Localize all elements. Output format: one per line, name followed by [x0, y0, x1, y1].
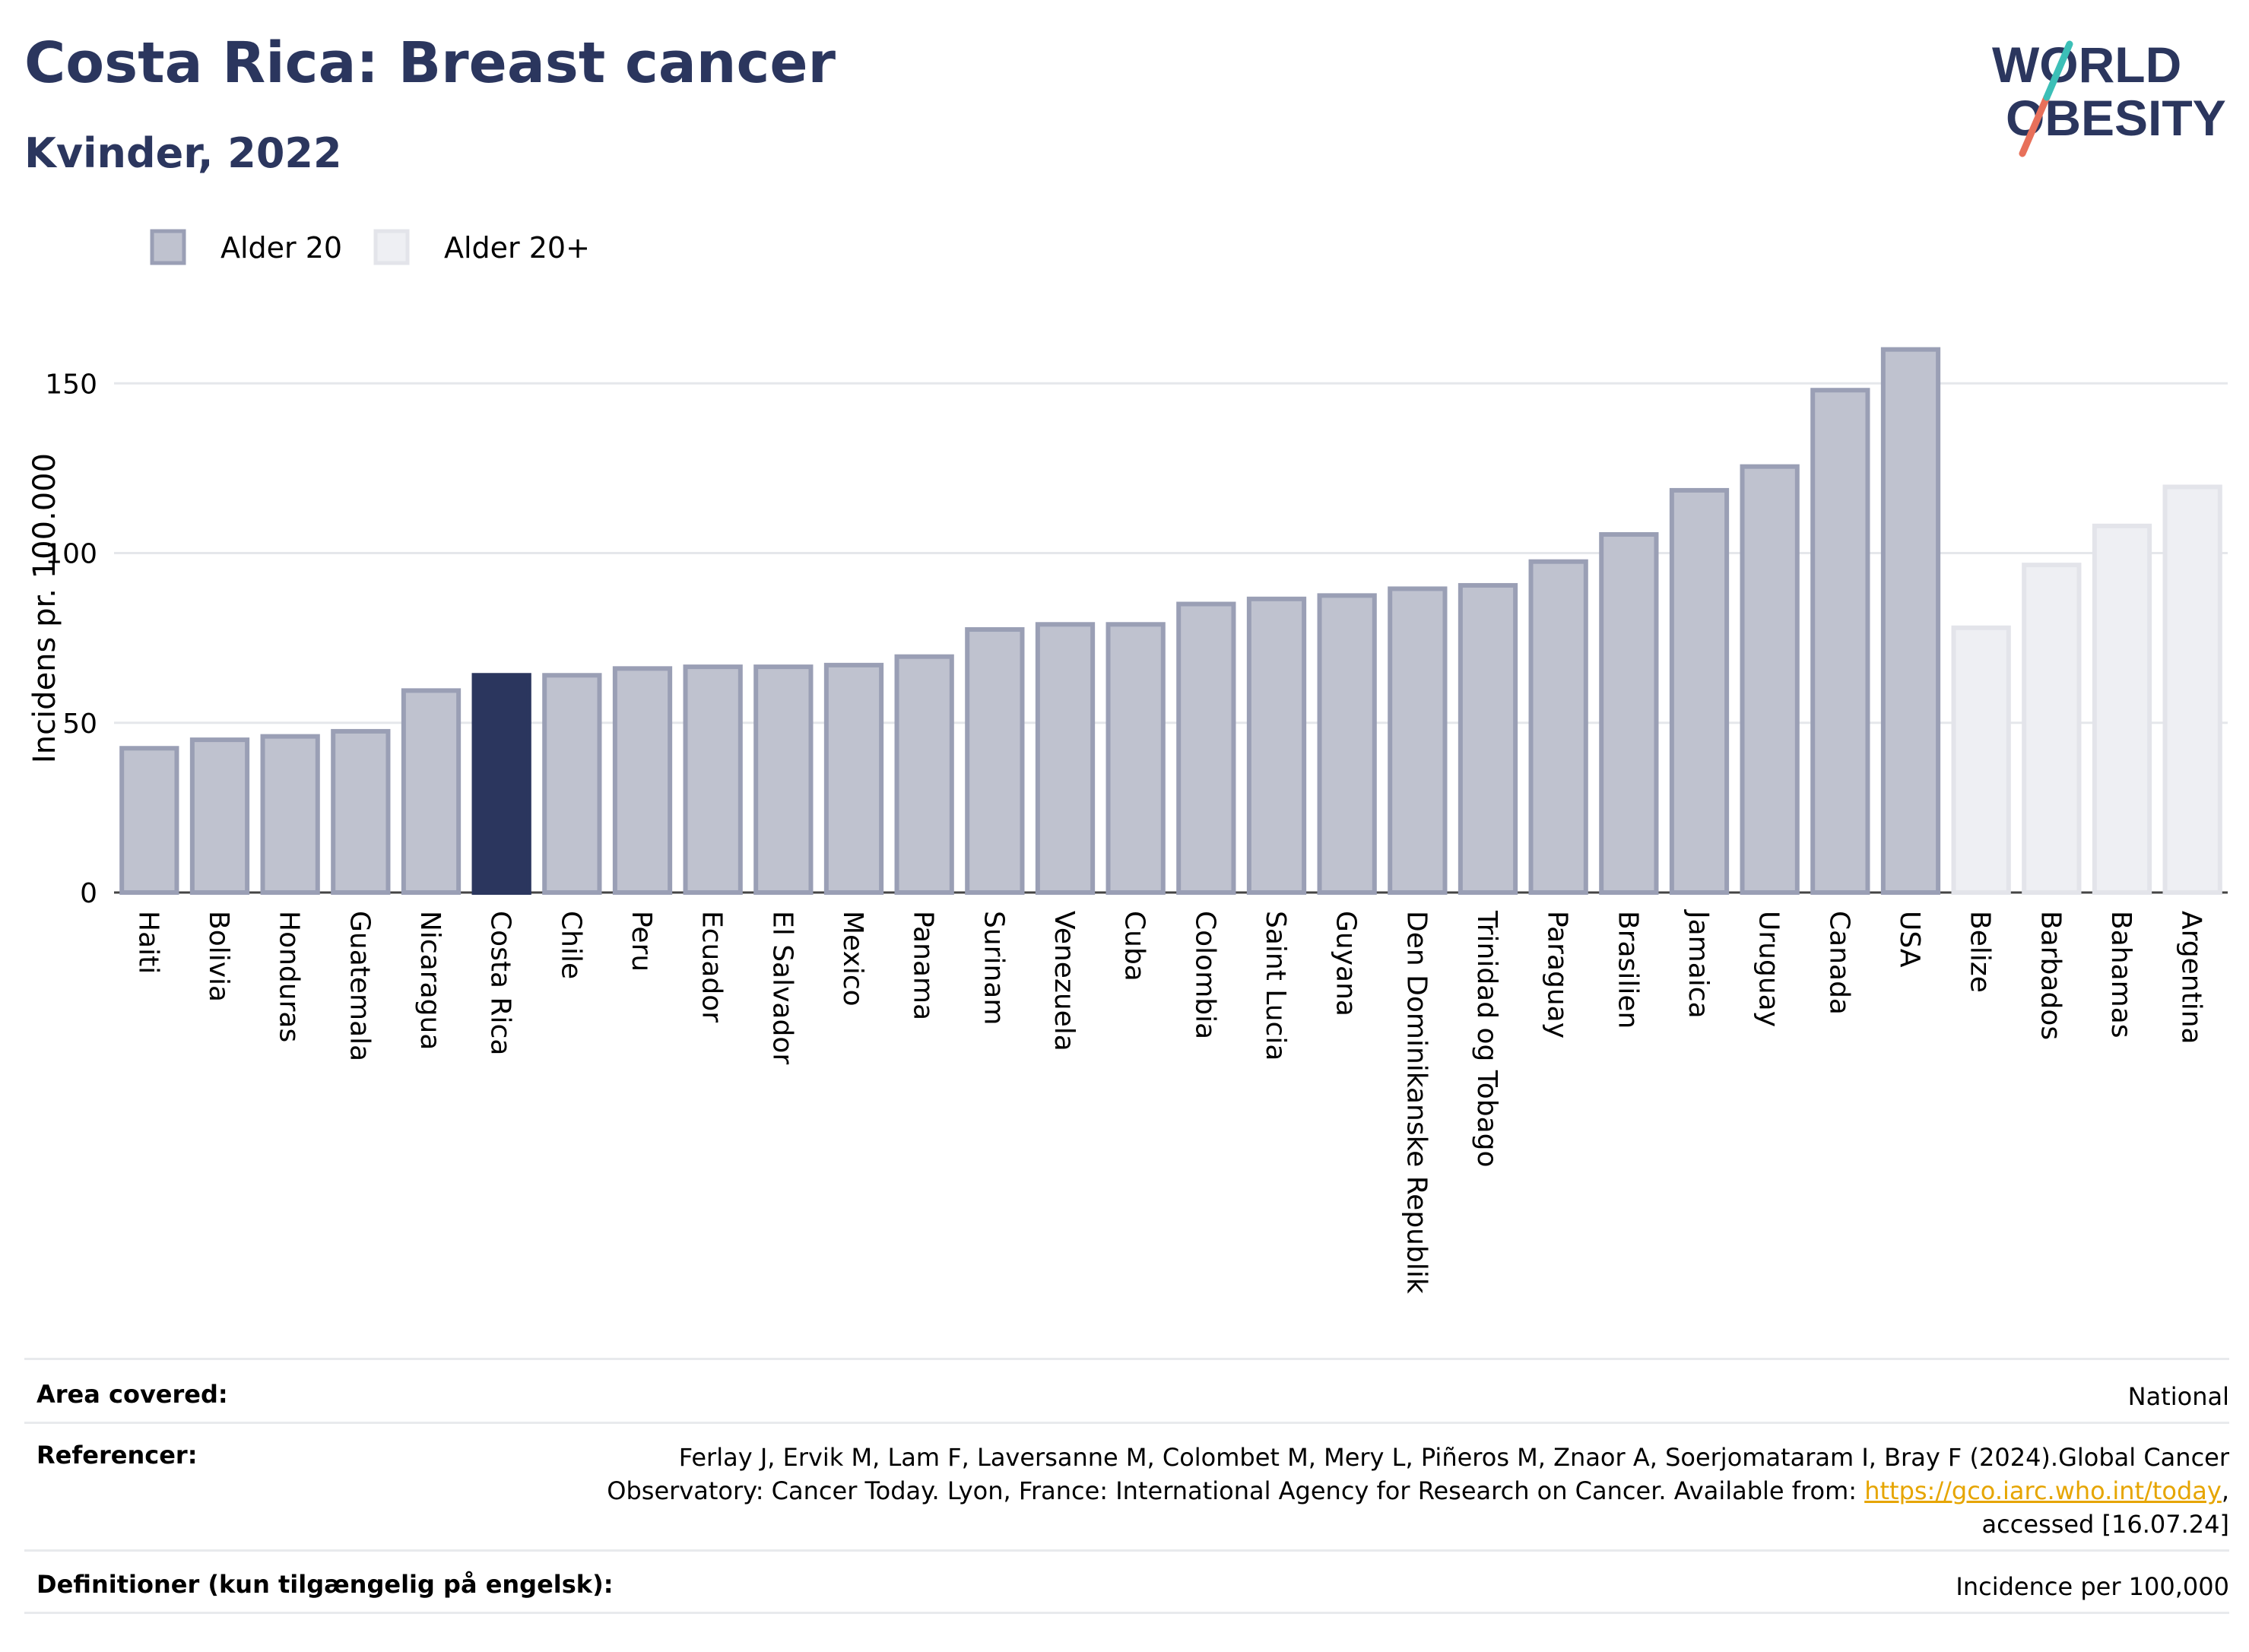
bars-group	[119, 347, 2222, 896]
ref-line-2-end: ,	[2221, 1476, 2229, 1505]
x-tick-label: Trinidad og Tobago	[1471, 910, 1502, 1168]
x-tick-label: Haiti	[132, 911, 163, 974]
bar-peru	[612, 666, 673, 895]
bar-trinidad-og-tobago	[1458, 582, 1518, 895]
ref-line-2-text: Observatory: Cancer Today. Lyon, France:…	[607, 1476, 1865, 1505]
bar-paraguay	[1528, 559, 1588, 895]
bar-ecuador	[683, 664, 743, 895]
meta-rule-bottom	[24, 1612, 2229, 1614]
x-tick-label: Bahamas	[2105, 911, 2136, 1038]
chart-title: Costa Rica: Breast cancer	[24, 30, 836, 96]
bar-jamaica	[1669, 487, 1730, 895]
ref-link[interactable]: https://gco.iarc.who.int/today	[1864, 1476, 2222, 1505]
logo-slash-red	[2019, 94, 2051, 157]
bar-saint-lucia	[1246, 596, 1307, 895]
x-tick-label: Guatemala	[344, 911, 375, 1061]
ref-line-2: Observatory: Cancer Today. Lyon, France:…	[557, 1474, 2229, 1508]
bar-brasilien	[1599, 531, 1659, 895]
x-tick-label: Mexico	[837, 911, 868, 1007]
x-tick-label: Bolivia	[203, 911, 234, 1002]
x-tick-label: Honduras	[274, 911, 305, 1042]
x-tick-label: Jamaica	[1683, 909, 1714, 1019]
world-obesity-logo: WORLD OBESITY	[1992, 36, 2226, 157]
bar-costa-rica	[471, 673, 531, 896]
chart-legend: Alder 20 Alder 20+	[150, 229, 590, 265]
x-tick-label: Canada	[1823, 911, 1854, 1015]
def-label: Definitioner (kun tilgængelig på engelsk…	[36, 1570, 614, 1599]
bar-guatemala	[331, 728, 391, 895]
y-axis-label: Incidens pr. 100.000	[27, 453, 62, 763]
area-value: National	[2127, 1382, 2229, 1411]
y-tick-labels: 0 50 100 150	[45, 369, 97, 909]
logo-line-1: WORLD	[1992, 36, 2181, 93]
bar-mexico	[823, 662, 884, 895]
bar-colombia	[1176, 601, 1236, 895]
x-tick-label: Ecuador	[696, 911, 728, 1023]
y-tick-label: 100	[45, 539, 97, 570]
bar-bahamas	[2092, 523, 2152, 895]
bar-chart: Alder 20 Alder 20+ 0 50 100 150 Haiti Bolivia…	[27, 229, 2228, 1294]
x-tick-labels: Haiti Bolivia Honduras Guatemala Nicaragua Co…	[132, 909, 2206, 1294]
meta-rule-2	[24, 1422, 2229, 1424]
x-tick-label: Colombia	[1189, 911, 1220, 1039]
logo-slash-teal	[2043, 40, 2073, 101]
x-tick-label: USA	[1894, 911, 1925, 968]
legend-swatch	[150, 229, 186, 265]
legend-swatch	[373, 229, 410, 265]
bar-honduras	[260, 734, 320, 895]
def-value: Incidence per 100,000	[1956, 1572, 2229, 1601]
x-tick-label: Barbados	[2035, 911, 2066, 1040]
x-tick-label: Den Dominikanske Republik	[1400, 911, 1432, 1294]
bar-nicaragua	[401, 688, 462, 895]
bar-argentina	[2162, 484, 2222, 895]
grid-lines	[114, 382, 2228, 894]
bar-haiti	[119, 746, 179, 895]
bar-guyana	[1317, 593, 1377, 896]
bar-surinam	[965, 626, 1025, 895]
x-tick-label: Argentina	[2176, 911, 2207, 1045]
x-tick-label: Uruguay	[1753, 911, 1784, 1027]
y-tick-label: 0	[80, 878, 97, 909]
ref-label: Referencer:	[36, 1441, 198, 1470]
bar-den-dominikanske-republik	[1388, 586, 1448, 895]
bar-barbados	[2022, 563, 2082, 895]
y-tick-label: 50	[62, 709, 97, 740]
meta-rule-3	[24, 1549, 2229, 1552]
bar-chile	[542, 673, 602, 896]
x-tick-label: Panama	[908, 911, 939, 1020]
legend-label: Alder 20	[220, 231, 342, 265]
y-tick-label: 150	[45, 369, 97, 400]
bar-venezuela	[1035, 622, 1096, 895]
chart-subtitle: Kvinder, 2022	[24, 129, 342, 177]
bar-usa	[1880, 347, 1941, 896]
x-tick-label: Chile	[555, 911, 586, 979]
bar-belize	[1951, 625, 2011, 895]
x-tick-label: Cuba	[1119, 911, 1150, 981]
bar-el-salvador	[753, 664, 814, 895]
ref-line-3: accessed [16.07.24]	[1981, 1510, 2229, 1539]
x-tick-label: Venezuela	[1048, 911, 1080, 1051]
area-label: Area covered:	[36, 1380, 228, 1409]
x-tick-label: Nicaragua	[414, 911, 446, 1050]
bar-canada	[1810, 388, 1870, 895]
bar-bolivia	[189, 737, 250, 896]
x-tick-label: Belize	[1965, 911, 1996, 993]
ref-value: Ferlay J, Ervik M, Lam F, Laversanne M, …	[557, 1441, 2229, 1541]
x-tick-label: Paraguay	[1542, 911, 1573, 1038]
bar-panama	[894, 654, 954, 895]
meta-rule-top	[24, 1358, 2229, 1360]
x-tick-label: Guyana	[1331, 911, 1362, 1016]
x-tick-label: Surinam	[978, 911, 1009, 1025]
ref-line-1: Ferlay J, Ervik M, Lam F, Laversanne M, …	[678, 1443, 2229, 1472]
x-tick-label: Peru	[626, 911, 657, 972]
x-tick-label: Brasilien	[1612, 911, 1643, 1029]
x-tick-label: El Salvador	[766, 911, 798, 1064]
bar-cuba	[1105, 622, 1166, 895]
bar-uruguay	[1740, 464, 1800, 895]
x-tick-label: Costa Rica	[485, 911, 516, 1055]
x-tick-label: Saint Lucia	[1260, 911, 1291, 1061]
legend-label: Alder 20+	[444, 231, 590, 265]
